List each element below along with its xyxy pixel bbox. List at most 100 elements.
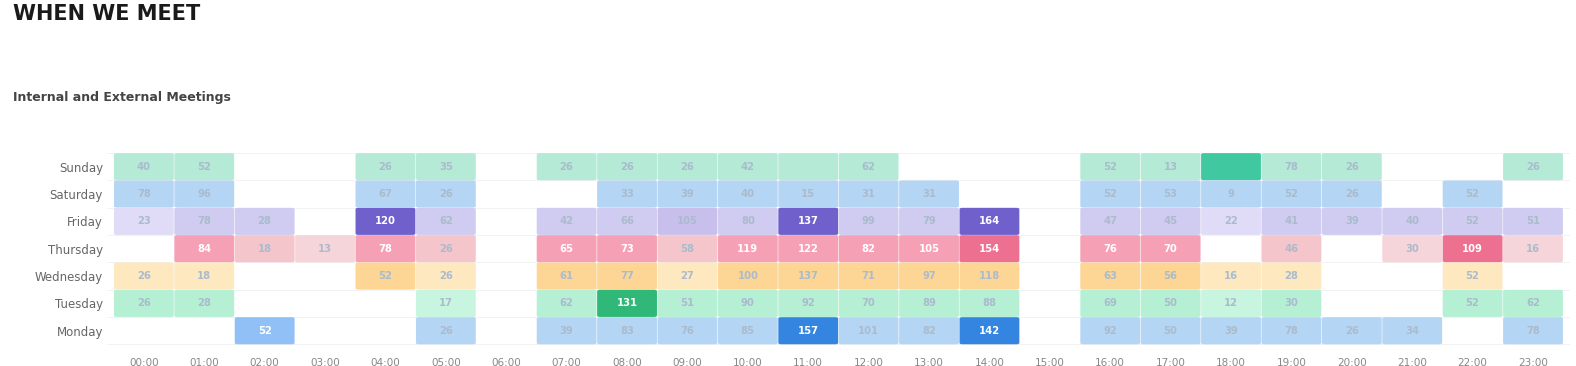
Text: 63: 63 (1103, 271, 1117, 281)
Text: 52: 52 (378, 271, 392, 281)
Text: 73: 73 (621, 244, 634, 254)
Text: 65: 65 (559, 244, 574, 254)
FancyBboxPatch shape (900, 262, 958, 290)
Text: 51: 51 (1526, 216, 1540, 226)
Text: 164: 164 (979, 216, 1001, 226)
Text: 26: 26 (438, 189, 452, 199)
Text: 78: 78 (137, 189, 151, 199)
Text: 26: 26 (1344, 189, 1359, 199)
FancyBboxPatch shape (113, 180, 173, 208)
Text: 35: 35 (438, 162, 452, 172)
Text: 22: 22 (1225, 216, 1237, 226)
FancyBboxPatch shape (416, 235, 476, 262)
Text: 88: 88 (982, 298, 996, 309)
FancyBboxPatch shape (1201, 262, 1261, 290)
FancyBboxPatch shape (1080, 208, 1139, 235)
FancyBboxPatch shape (537, 153, 597, 180)
FancyBboxPatch shape (779, 180, 838, 208)
FancyBboxPatch shape (1504, 208, 1563, 235)
Text: 85: 85 (741, 326, 755, 336)
Text: 90: 90 (741, 298, 755, 309)
FancyBboxPatch shape (1141, 262, 1201, 290)
FancyBboxPatch shape (356, 153, 416, 180)
Text: 78: 78 (378, 244, 392, 254)
Text: 78: 78 (1526, 326, 1540, 336)
FancyBboxPatch shape (416, 317, 476, 344)
FancyBboxPatch shape (900, 208, 958, 235)
FancyBboxPatch shape (779, 235, 838, 262)
Text: 39: 39 (1225, 326, 1237, 336)
Text: 92: 92 (1103, 326, 1117, 336)
Text: 45: 45 (1163, 216, 1177, 226)
Text: 118: 118 (979, 271, 1001, 281)
FancyBboxPatch shape (960, 262, 1020, 290)
Text: 137: 137 (797, 271, 818, 281)
Text: 26: 26 (559, 162, 574, 172)
FancyBboxPatch shape (113, 262, 173, 290)
FancyBboxPatch shape (960, 235, 1020, 262)
FancyBboxPatch shape (719, 262, 777, 290)
Text: 82: 82 (862, 244, 876, 254)
FancyBboxPatch shape (900, 180, 958, 208)
Text: 52: 52 (197, 162, 211, 172)
Text: 67: 67 (378, 189, 392, 199)
FancyBboxPatch shape (537, 317, 597, 344)
Text: 120: 120 (375, 216, 396, 226)
FancyBboxPatch shape (416, 153, 476, 180)
Text: 142: 142 (979, 326, 1001, 336)
FancyBboxPatch shape (537, 208, 597, 235)
Text: 52: 52 (258, 326, 271, 336)
FancyBboxPatch shape (1504, 290, 1563, 317)
FancyBboxPatch shape (1261, 290, 1321, 317)
Text: 52: 52 (1103, 189, 1117, 199)
Text: 26: 26 (619, 162, 634, 172)
Text: 27: 27 (681, 271, 695, 281)
Text: 30: 30 (1284, 298, 1299, 309)
FancyBboxPatch shape (295, 235, 355, 262)
FancyBboxPatch shape (175, 262, 235, 290)
Text: 31: 31 (922, 189, 936, 199)
FancyBboxPatch shape (779, 290, 838, 317)
FancyBboxPatch shape (1382, 208, 1442, 235)
FancyBboxPatch shape (779, 153, 838, 180)
FancyBboxPatch shape (838, 153, 898, 180)
FancyBboxPatch shape (1261, 262, 1321, 290)
Text: 40: 40 (137, 162, 151, 172)
Text: 99: 99 (862, 216, 876, 226)
Text: 137: 137 (797, 216, 818, 226)
FancyBboxPatch shape (900, 317, 958, 344)
FancyBboxPatch shape (657, 180, 717, 208)
Text: 47: 47 (1103, 216, 1117, 226)
FancyBboxPatch shape (719, 208, 777, 235)
Text: 30: 30 (1406, 244, 1418, 254)
Text: 26: 26 (137, 271, 151, 281)
Text: 9: 9 (1228, 189, 1234, 199)
FancyBboxPatch shape (1141, 180, 1201, 208)
FancyBboxPatch shape (960, 317, 1020, 344)
Text: 50: 50 (1163, 326, 1177, 336)
Text: 26: 26 (1344, 162, 1359, 172)
FancyBboxPatch shape (356, 208, 416, 235)
FancyBboxPatch shape (900, 290, 958, 317)
Text: 12: 12 (1225, 298, 1239, 309)
FancyBboxPatch shape (719, 317, 777, 344)
Text: 82: 82 (922, 326, 936, 336)
FancyBboxPatch shape (597, 153, 657, 180)
Text: 40: 40 (741, 189, 755, 199)
Text: 50: 50 (1163, 298, 1177, 309)
Text: 122: 122 (797, 244, 818, 254)
FancyBboxPatch shape (175, 290, 235, 317)
FancyBboxPatch shape (1141, 317, 1201, 344)
Text: 71: 71 (862, 271, 876, 281)
Text: 78: 78 (1284, 162, 1299, 172)
Text: 26: 26 (1344, 326, 1359, 336)
FancyBboxPatch shape (113, 290, 173, 317)
FancyBboxPatch shape (1201, 317, 1261, 344)
FancyBboxPatch shape (235, 235, 295, 262)
FancyBboxPatch shape (1261, 208, 1321, 235)
Text: 56: 56 (1163, 271, 1177, 281)
Text: 83: 83 (619, 326, 634, 336)
FancyBboxPatch shape (597, 208, 657, 235)
FancyBboxPatch shape (597, 317, 657, 344)
Text: 13: 13 (1163, 162, 1177, 172)
